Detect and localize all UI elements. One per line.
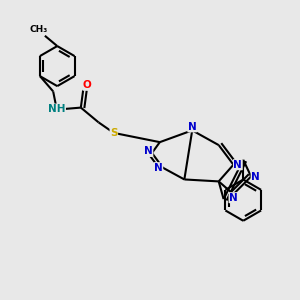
Text: N: N [188,122,197,132]
Text: N: N [154,163,163,173]
Text: CH₃: CH₃ [29,26,47,34]
Text: O: O [83,80,92,90]
Text: N: N [233,160,242,170]
Text: NH: NH [48,104,65,114]
Text: N: N [144,146,153,157]
Text: S: S [110,128,118,138]
Text: N: N [229,193,238,203]
Text: N: N [251,172,260,182]
